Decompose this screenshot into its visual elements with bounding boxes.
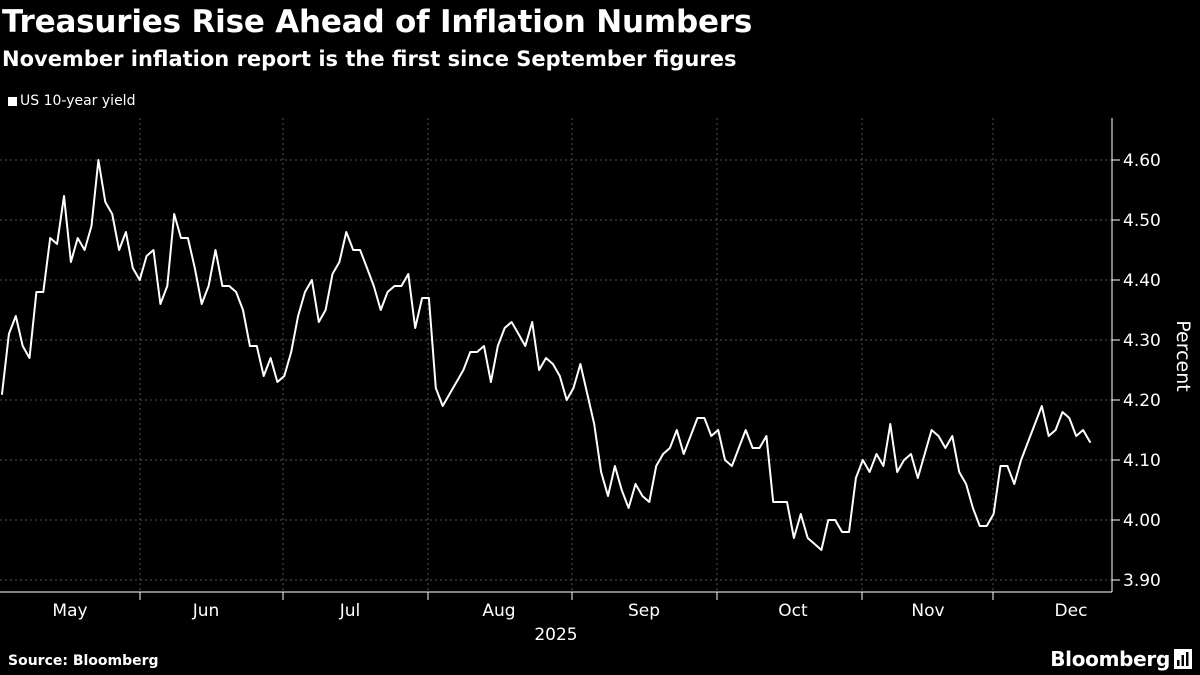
legend-label: US 10-year yield: [20, 93, 136, 109]
x-tick-label: Dec: [1055, 601, 1088, 621]
axes: 4.60 4.50 4.40 4.30 4.20 4.10 4.00 3.90 May Jun Ju…: [0, 118, 1194, 645]
chart-title: Treasuries Rise Ahead of Inflation Numbe…: [2, 4, 753, 40]
series-line-us-10-year-yield: [1, 159, 1091, 551]
x-tick-label: Jul: [339, 601, 361, 621]
y-tick-label: 4.30: [1123, 331, 1161, 351]
y-tick-label: 4.00: [1123, 511, 1161, 531]
y-tick-label: 4.60: [1123, 151, 1161, 171]
legend: US 10-year yield: [8, 91, 135, 111]
x-tick-label: Aug: [482, 601, 515, 621]
x-tick-label: May: [52, 601, 87, 621]
x-tick-label: Sep: [628, 601, 660, 621]
chart-subtitle: November inflation report is the first s…: [2, 47, 737, 71]
x-tick-label: Nov: [911, 601, 944, 621]
bloomberg-mark-icon: [1174, 649, 1192, 669]
source-note: Source: Bloomberg: [8, 653, 159, 669]
y-tick-label: 4.10: [1123, 451, 1161, 471]
y-tick-label: 3.90: [1123, 571, 1161, 591]
y-tick-label: 4.20: [1123, 391, 1161, 411]
grid: [0, 118, 1112, 600]
brand-logo: Bloomberg: [1050, 647, 1170, 671]
y-axis-title: Percent: [1172, 320, 1194, 392]
series-layer: [1, 159, 1091, 551]
x-tick-label: Oct: [778, 601, 808, 621]
legend-swatch-icon: [8, 96, 17, 106]
y-tick-label: 4.40: [1123, 271, 1161, 291]
x-tick-label: Jun: [192, 601, 220, 621]
y-tick-label: 4.50: [1123, 211, 1161, 231]
x-axis-year-label: 2025: [534, 625, 577, 645]
